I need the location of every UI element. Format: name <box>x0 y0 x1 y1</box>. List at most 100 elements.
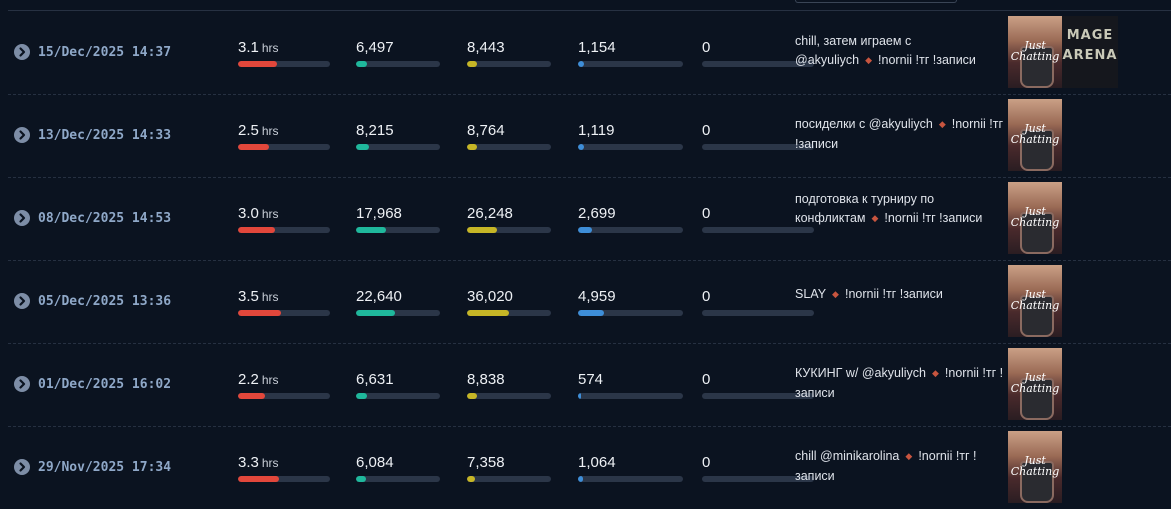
followers-value: 1,154 <box>578 39 616 56</box>
peak-viewers-value: 8,443 <box>467 39 505 56</box>
category-thumbnail-just-chatting[interactable]: Just Chatting <box>1008 265 1062 337</box>
avg-viewers-bar-fill <box>356 227 387 233</box>
followers-bar <box>578 393 683 399</box>
stream-title-text: посиделки с @akyuliych <box>795 117 933 131</box>
followers-bar-fill <box>578 310 605 316</box>
duration-value: 3.3 <box>238 454 259 471</box>
peak-viewers-bar-fill <box>467 227 498 233</box>
avg-viewers-bar-fill <box>356 393 367 399</box>
stream-date-link[interactable]: 29/Nov/2025 17:34 <box>38 460 172 475</box>
peak-viewers-bar-fill <box>467 144 478 150</box>
duration-bar <box>238 227 330 233</box>
followers-cell: 574 <box>578 372 683 399</box>
followers-bar <box>578 227 683 233</box>
duration-cell: 2.5 hrs <box>238 123 330 150</box>
header-divider <box>8 10 1171 11</box>
stream-title-tail: !nornii !тг !записи <box>795 117 1004 151</box>
peak-viewers-value: 8,764 <box>467 122 505 139</box>
category-thumbnail-just-chatting[interactable]: Just Chatting <box>1008 16 1062 88</box>
followers-bar-fill <box>578 61 585 67</box>
avg-viewers-bar <box>356 61 440 67</box>
duration-bar <box>238 61 330 67</box>
chevron-right-circle-icon[interactable] <box>14 459 30 475</box>
duration-unit: hrs <box>261 124 279 138</box>
peak-viewers-cell: 36,020 <box>467 289 551 316</box>
duration-value: 3.0 <box>238 205 259 222</box>
extra-metric-value: 0 <box>702 454 711 471</box>
followers-bar <box>578 476 683 482</box>
peak-viewers-bar <box>467 476 551 482</box>
stream-title-tail: !nornii !тг !записи <box>795 449 977 483</box>
stream-title-text: подготовка к турниру по конфликтам <box>795 192 935 225</box>
extra-metric-value: 0 <box>702 288 711 305</box>
followers-bar <box>578 310 683 316</box>
peak-viewers-value: 26,248 <box>467 205 513 222</box>
category-thumbnail-mage-arena[interactable]: MAGE ARENA <box>1062 16 1118 88</box>
avg-viewers-bar <box>356 144 440 150</box>
duration-value: 3.1 <box>238 39 259 56</box>
extra-metric-cell: 0 <box>702 455 814 482</box>
table-row[interactable]: 05/Dec/2025 13:36 3.5 hrs 22,640 36,020 4… <box>8 261 1171 344</box>
mug-image <box>1020 46 1054 88</box>
stream-date-link[interactable]: 13/Dec/2025 14:33 <box>38 128 172 143</box>
search-input-partial[interactable] <box>795 0 957 3</box>
duration-unit: hrs <box>261 373 279 387</box>
chevron-right-circle-icon[interactable] <box>14 210 30 226</box>
followers-cell: 1,154 <box>578 40 683 67</box>
chevron-right-circle-icon[interactable] <box>14 127 30 143</box>
stream-date-link[interactable]: 08/Dec/2025 14:53 <box>38 211 172 226</box>
table-row[interactable]: 15/Dec/2025 14:37 3.1 hrs 6,497 8,443 1,1… <box>8 12 1171 95</box>
duration-cell: 3.0 hrs <box>238 206 330 233</box>
table-row[interactable]: 13/Dec/2025 14:33 2.5 hrs 8,215 8,764 1,1… <box>8 95 1171 178</box>
extra-metric-cell: 0 <box>702 206 814 233</box>
table-row[interactable]: 01/Dec/2025 16:02 2.2 hrs 6,631 8,838 574… <box>8 344 1171 427</box>
peak-viewers-cell: 26,248 <box>467 206 551 233</box>
duration-value: 2.5 <box>238 122 259 139</box>
peak-viewers-bar-fill <box>467 393 478 399</box>
stream-date-link[interactable]: 01/Dec/2025 16:02 <box>38 377 172 392</box>
stream-date-link[interactable]: 05/Dec/2025 13:36 <box>38 294 172 309</box>
extra-metric-cell: 0 <box>702 289 814 316</box>
stream-title-tail: !nornii !тг !записи <box>795 366 1004 400</box>
duration-bar-fill <box>238 310 282 316</box>
diamond-icon: ◆ <box>905 451 913 461</box>
table-row[interactable]: 08/Dec/2025 14:53 3.0 hrs 17,968 26,248 2… <box>8 178 1171 261</box>
extra-metric-value: 0 <box>702 39 711 56</box>
duration-cell: 3.1 hrs <box>238 40 330 67</box>
streams-table: 15/Dec/2025 14:37 3.1 hrs 6,497 8,443 1,1… <box>8 12 1171 509</box>
mug-image <box>1020 378 1054 420</box>
table-row[interactable]: 29/Nov/2025 17:34 3.3 hrs 6,084 7,358 1,0… <box>8 427 1171 509</box>
extra-metric-cell: 0 <box>702 372 814 399</box>
category-thumbnail-just-chatting[interactable]: Just Chatting <box>1008 182 1062 254</box>
duration-bar-fill <box>238 144 270 150</box>
avg-viewers-cell: 22,640 <box>356 289 440 316</box>
duration-bar <box>238 144 330 150</box>
avg-viewers-bar <box>356 393 440 399</box>
stream-title-tail: !nornii !тг !записи <box>844 287 943 301</box>
table-top-edge <box>0 0 1171 12</box>
mug-image <box>1020 129 1054 171</box>
avg-viewers-cell: 6,084 <box>356 455 440 482</box>
diamond-icon: ◆ <box>832 289 839 299</box>
chevron-right-circle-icon[interactable] <box>14 293 30 309</box>
thumbnail-label: Just Chatting <box>1010 205 1060 229</box>
diamond-icon: ◆ <box>865 55 873 65</box>
avg-viewers-bar-fill <box>356 61 367 67</box>
duration-bar <box>238 393 330 399</box>
followers-value: 1,119 <box>578 122 615 139</box>
chevron-right-circle-icon[interactable] <box>14 44 30 60</box>
extra-metric-value: 0 <box>702 122 711 139</box>
stream-title: chill @minikarolina ◆ !nornii !тг !записи <box>795 447 1005 486</box>
avg-viewers-value: 6,497 <box>356 39 394 56</box>
avg-viewers-cell: 6,631 <box>356 372 440 399</box>
mug-image <box>1020 461 1054 503</box>
followers-bar-fill <box>578 476 584 482</box>
extra-metric-bar <box>702 144 814 150</box>
category-thumbnail-just-chatting[interactable]: Just Chatting <box>1008 99 1062 171</box>
category-thumbnail-just-chatting[interactable]: Just Chatting <box>1008 431 1062 503</box>
chevron-right-circle-icon[interactable] <box>14 376 30 392</box>
stream-title-text: SLAY <box>795 287 827 301</box>
extra-metric-bar <box>702 310 814 316</box>
category-thumbnail-just-chatting[interactable]: Just Chatting <box>1008 348 1062 420</box>
stream-date-link[interactable]: 15/Dec/2025 14:37 <box>38 45 172 60</box>
